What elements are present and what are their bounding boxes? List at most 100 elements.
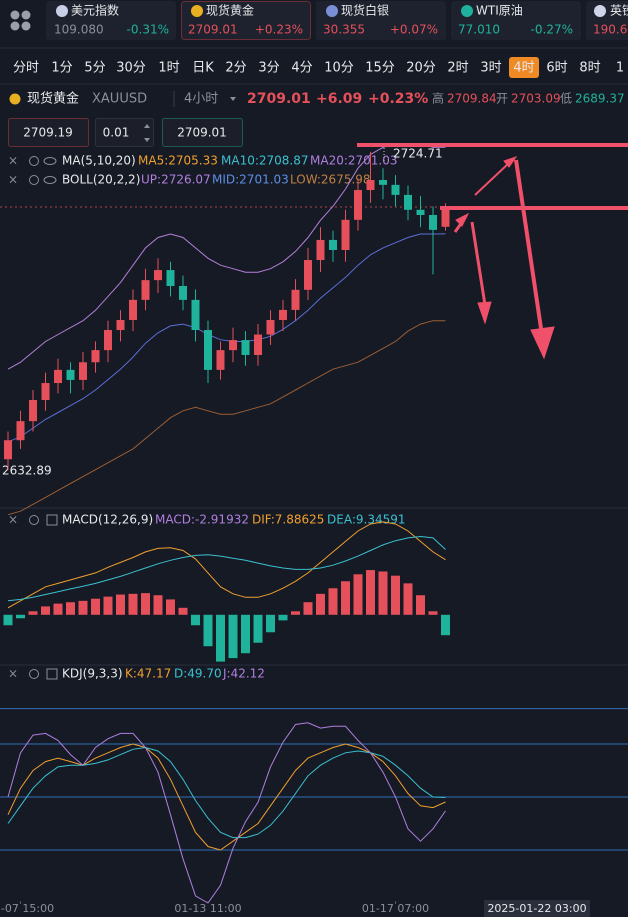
period[interactable]: 10分: [324, 61, 354, 76]
histogram-bar: [366, 570, 375, 615]
indicator-line: [7, 535, 446, 602]
histogram-bar: [328, 588, 338, 615]
close-icon[interactable]: ×: [8, 173, 18, 187]
histogram-bar: [16, 614, 25, 619]
eye-icon[interactable]: [43, 176, 57, 184]
candle-body: [291, 289, 300, 310]
histogram-bar: [441, 614, 450, 636]
histogram-bar: [116, 594, 125, 615]
close-icon[interactable]: ×: [8, 154, 18, 168]
period[interactable]: 2时: [447, 61, 468, 76]
candle-body: [216, 350, 225, 370]
candle-body: [41, 383, 50, 401]
candle-body: [104, 330, 112, 351]
period[interactable]: 分时: [13, 61, 39, 76]
interval[interactable]: 4小时: [184, 92, 218, 107]
tab-price: 77.010: [458, 23, 500, 37]
candle-body: [129, 299, 137, 320]
tab-price: 109.080: [54, 23, 104, 37]
settings-icon[interactable]: [29, 515, 39, 525]
period[interactable]: 20分: [406, 61, 436, 76]
settings-icon[interactable]: [29, 156, 39, 166]
period[interactable]: 4时: [513, 61, 534, 76]
period[interactable]: 4分: [291, 61, 312, 76]
indicator-value: DIF:7.88625: [252, 513, 324, 527]
stepper[interactable]: [144, 124, 150, 142]
indicator-line: [7, 746, 446, 839]
price: 2709.01: [247, 91, 311, 107]
indicator-value: D:49.70: [174, 667, 222, 681]
change: +6.09: [316, 91, 362, 107]
instrument-name[interactable]: 现货黄金: [27, 91, 79, 107]
histogram-bar: [28, 611, 38, 615]
tab[interactable]: [316, 1, 446, 40]
lots-box[interactable]: [95, 118, 154, 147]
indicator-line: [7, 743, 446, 851]
indicator-value: MACD:-2.91932: [155, 513, 249, 527]
buy-price: 2709.01: [177, 126, 227, 140]
tab-active[interactable]: [181, 1, 311, 40]
candle-body: [429, 214, 437, 230]
period[interactable]: 日K: [192, 61, 214, 76]
candle-body: [191, 299, 200, 331]
candle-body: [141, 280, 150, 300]
indicator-line: [7, 143, 446, 370]
indicator-value: UP:2726.07: [141, 173, 211, 187]
period[interactable]: 6时: [546, 61, 567, 76]
histogram-bar: [53, 603, 63, 615]
candle-body: [379, 179, 387, 185]
add-icon[interactable]: [46, 668, 58, 680]
indicator-name: MA(5,10,20): [62, 154, 136, 168]
close-icon[interactable]: ×: [8, 513, 18, 527]
oil-icon: [461, 5, 473, 17]
app-icon[interactable]: [10, 10, 31, 31]
x-tick-label: 01-13 11:00: [174, 902, 241, 915]
histogram-bar: [141, 593, 150, 615]
gold-icon: [9, 93, 21, 105]
period[interactable]: 1: [616, 61, 624, 76]
period[interactable]: 30分: [116, 61, 146, 76]
eye-icon[interactable]: [43, 157, 57, 165]
open-label: 开: [496, 92, 508, 106]
histogram-bar: [291, 611, 300, 615]
close-icon[interactable]: ×: [8, 667, 18, 681]
histogram-bar: [378, 571, 388, 615]
low: 2689.37: [575, 92, 625, 106]
period[interactable]: 1分: [51, 61, 72, 76]
add-icon[interactable]: [46, 514, 58, 526]
candle-body: [329, 239, 337, 250]
period[interactable]: 2分: [225, 61, 246, 76]
period-bar: 分时 1分 5分 30分 1时 日K 2分 3分 4分 10分 15分 20分 2时 3时 4时 6时 8时 1: [13, 57, 624, 78]
settings-icon[interactable]: [29, 175, 39, 185]
histogram-bar: [103, 596, 113, 615]
histogram-bar: [3, 614, 13, 626]
open: 2703.09: [511, 92, 561, 106]
period[interactable]: 3分: [258, 61, 279, 76]
period-active-bg: [509, 57, 539, 78]
indicator-value: MA5:2705.33: [138, 154, 218, 168]
settings-icon[interactable]: [29, 669, 39, 679]
histogram-bar: [278, 614, 288, 621]
tab-change: +0.23%: [255, 23, 303, 37]
buy-box[interactable]: [162, 118, 243, 147]
sell-box[interactable]: [8, 118, 89, 147]
tab[interactable]: [46, 1, 176, 40]
candle-body: [16, 421, 25, 441]
dropdown-icon[interactable]: [230, 97, 236, 101]
period[interactable]: 15分: [365, 61, 395, 76]
period[interactable]: 8时: [579, 61, 600, 76]
high-label: 2724.71: [393, 147, 443, 161]
histogram-bar: [253, 614, 263, 643]
candle-body: [441, 206, 450, 227]
period[interactable]: 5分: [84, 61, 105, 76]
low-label: 低: [560, 92, 572, 106]
period[interactable]: 3时: [480, 61, 501, 76]
candle-body: [304, 260, 312, 290]
histogram-bar: [316, 593, 325, 615]
histogram-bar: [403, 583, 413, 615]
candle-body: [166, 270, 175, 287]
x-tick-label: 01-17 07:00: [362, 902, 429, 915]
candle-body: [391, 184, 400, 195]
period[interactable]: 1时: [158, 61, 179, 76]
tab[interactable]: [451, 1, 581, 40]
